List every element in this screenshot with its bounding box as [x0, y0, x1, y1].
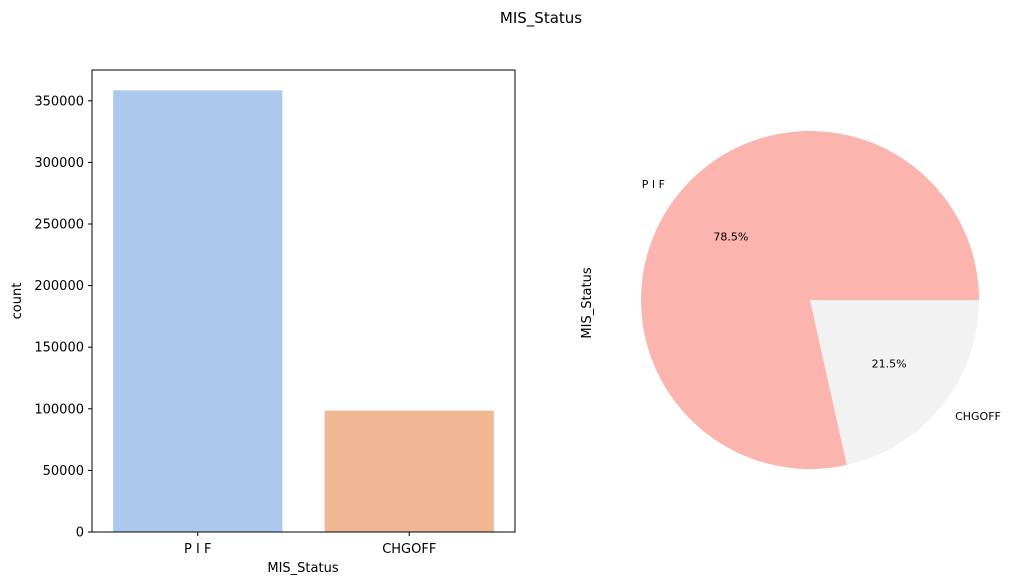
- pie-pct-label: 78.5%: [713, 231, 748, 244]
- figure-title: MIS_Status: [500, 9, 582, 28]
- y-tick-label: 250000: [34, 218, 84, 233]
- pie-series: [640, 131, 979, 469]
- bar-chart: 0 50000 100000 150000 200000 250000 300000 3500…: [10, 69, 516, 576]
- bar-y-axis-label: count: [10, 283, 25, 320]
- y-tick-label: 300000: [34, 156, 84, 171]
- bar: [324, 410, 494, 532]
- bar: [113, 90, 283, 532]
- x-tick-label: P I F: [184, 542, 211, 557]
- bar-y-axis: 0 50000 100000 150000 200000 250000 300000 3500…: [34, 94, 92, 541]
- bar-series: [113, 90, 494, 532]
- pie-labels: P I F 78.5% CHGOFF 21.5%: [642, 178, 1001, 423]
- pie-slice-label: CHGOFF: [955, 410, 1001, 423]
- bar-x-axis: P I F CHGOFF: [184, 532, 436, 557]
- pie-y-axis-label: MIS_Status: [580, 267, 595, 338]
- pie-slice: [640, 131, 979, 469]
- y-tick-label: 150000: [34, 341, 84, 356]
- pie-pct-label: 21.5%: [872, 357, 907, 370]
- bar-x-axis-label: MIS_Status: [267, 561, 338, 576]
- bar-axes-frame: [91, 69, 516, 533]
- y-tick-label: 50000: [43, 464, 84, 479]
- x-tick-label: CHGOFF: [382, 542, 436, 557]
- y-tick-label: 0: [76, 526, 84, 541]
- y-tick-label: 100000: [34, 402, 84, 417]
- pie-slice-label: P I F: [642, 178, 665, 191]
- pie-slice: [810, 300, 979, 465]
- y-tick-label: 200000: [34, 279, 84, 294]
- pie-chart: P I F 78.5% CHGOFF 21.5% MIS_Status: [580, 131, 1001, 469]
- y-tick-label: 350000: [34, 94, 84, 109]
